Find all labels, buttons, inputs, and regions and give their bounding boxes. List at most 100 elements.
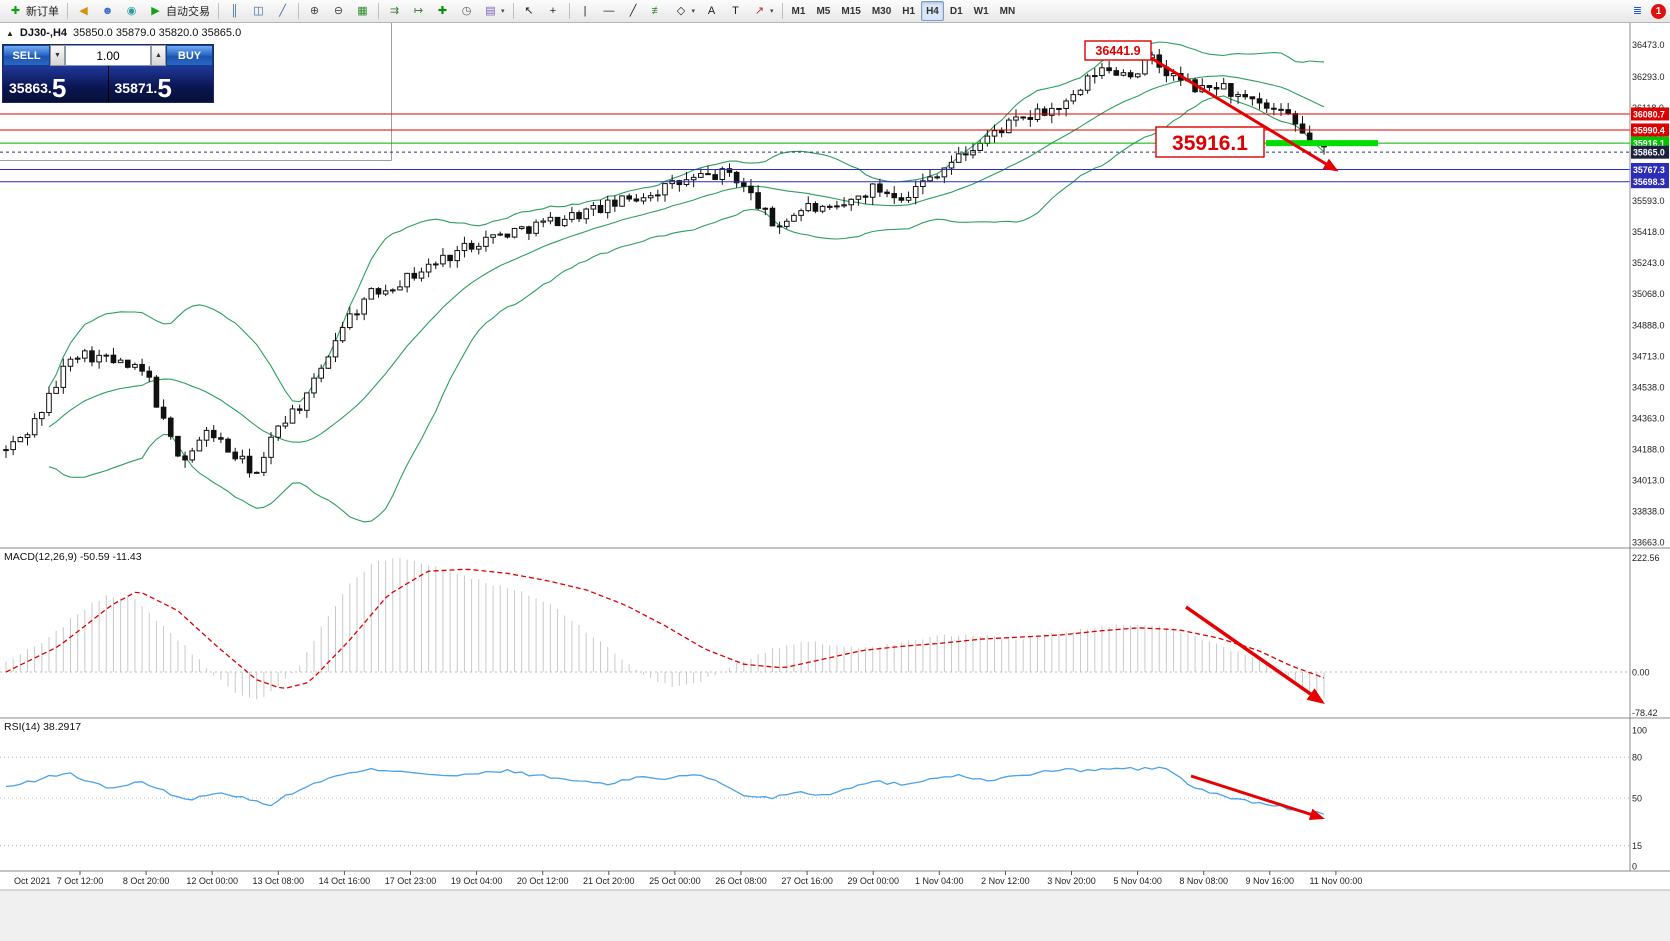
- periods-button[interactable]: ◷: [455, 1, 478, 21]
- trend-arrow-main[interactable]: [1150, 56, 1339, 172]
- svg-text:35767.3: 35767.3: [1633, 165, 1665, 175]
- timeframe-h1-button[interactable]: H1: [897, 1, 920, 21]
- svg-text:33838.0: 33838.0: [1632, 507, 1665, 517]
- price-callout-label[interactable]: 35916.1: [1155, 126, 1265, 158]
- svg-text:35865.0: 35865.0: [1633, 148, 1665, 158]
- svg-text:8 Nov 08:00: 8 Nov 08:00: [1179, 876, 1228, 886]
- help-button[interactable]: ≣: [1626, 1, 1649, 21]
- svg-text:25 Oct 00:00: 25 Oct 00:00: [649, 876, 701, 886]
- svg-text:35593.0: 35593.0: [1632, 196, 1665, 206]
- trend-arrow-rsi[interactable]: [1190, 774, 1325, 821]
- rectangle-object[interactable]: [0, 23, 392, 161]
- line-icon: ╱: [279, 4, 286, 17]
- svg-text:26 Oct 08:00: 26 Oct 08:00: [715, 876, 767, 886]
- timeframe-m30-button[interactable]: M30: [867, 1, 896, 21]
- timeframe-w1-button[interactable]: W1: [969, 1, 994, 21]
- timeframe-h4-button[interactable]: H4: [921, 1, 944, 21]
- sell-button[interactable]: SELL: [3, 45, 50, 66]
- indicators-button[interactable]: ✚: [431, 1, 454, 21]
- label-tool-button[interactable]: T: [724, 1, 747, 21]
- chart-background: [0, 22, 1670, 871]
- candle-mode-button[interactable]: ◫: [247, 1, 270, 21]
- cursor-tool-button[interactable]: ↖: [518, 1, 541, 21]
- svg-text:-78.42: -78.42: [1632, 708, 1658, 718]
- timeframe-m5-button[interactable]: M5: [811, 1, 835, 21]
- zoom-in-icon: ⊕: [309, 4, 320, 17]
- buy-price[interactable]: 35871. 5: [107, 66, 214, 103]
- toolbar-button-label: M30: [871, 5, 892, 17]
- svg-text:36441.9: 36441.9: [1095, 44, 1140, 58]
- bollinger-lower-band: [48, 95, 1325, 523]
- svg-text:29 Oct 00:00: 29 Oct 00:00: [847, 876, 899, 886]
- new-order-button[interactable]: ✚ 新订单: [4, 1, 63, 21]
- trend-arrow-macd[interactable]: [1184, 605, 1325, 705]
- chevron-down-icon: ▾: [501, 8, 505, 15]
- templates-button[interactable]: ▤ ▾: [479, 1, 509, 21]
- svg-text:80: 80: [1632, 753, 1642, 763]
- auto-scroll-button[interactable]: ⇉: [383, 1, 406, 21]
- chart-canvas[interactable]: MACD(12,26,9) -50.59 -11.43 RSI(14) 38.29…: [0, 22, 1670, 941]
- buy-button[interactable]: BUY: [166, 45, 213, 66]
- time-axis: Oct 2021 7 Oct 12:00 8 Oct 20:00 12 Oct 00:…: [14, 871, 1362, 886]
- zoom-out-button[interactable]: ⊖: [327, 1, 350, 21]
- autoscroll-icon: ⇉: [389, 4, 400, 17]
- toolbar-separator: [67, 3, 68, 19]
- svg-text:33663.0: 33663.0: [1632, 538, 1665, 548]
- text-tool-button[interactable]: A: [700, 1, 723, 21]
- fibo-icon: ≢: [651, 4, 663, 17]
- svg-text:35243.0: 35243.0: [1632, 258, 1665, 268]
- collapse-ohlc-icon[interactable]: ▲: [6, 28, 14, 38]
- shapes-tool-button[interactable]: ◇ ▾: [670, 1, 700, 21]
- timeframe-m15-button[interactable]: M15: [836, 1, 865, 21]
- volume-decrease-button[interactable]: ▼: [50, 45, 65, 66]
- fibonacci-tool-button[interactable]: ≢: [646, 1, 669, 21]
- new-order-icon: ✚: [10, 4, 21, 17]
- toolbar-button-label: MN: [999, 5, 1016, 17]
- toolbar-button-label: M1: [791, 5, 806, 17]
- bars-icon: ║: [230, 4, 239, 17]
- svg-text:35068.0: 35068.0: [1632, 289, 1665, 299]
- community-button[interactable]: ◉: [120, 1, 143, 21]
- trendline-tool-button[interactable]: ╱: [622, 1, 645, 21]
- bar-chart-mode-button[interactable]: ║: [223, 1, 246, 21]
- high-price-label[interactable]: 36441.9: [1084, 40, 1152, 61]
- svg-text:34013.0: 34013.0: [1632, 476, 1665, 486]
- svg-text:27 Oct 16:00: 27 Oct 16:00: [781, 876, 833, 886]
- buy-price-pip: 5: [157, 72, 172, 103]
- timeframe-m1-button[interactable]: M1: [787, 1, 811, 21]
- volume-input[interactable]: [65, 45, 151, 66]
- sell-price-pip: 5: [51, 72, 67, 103]
- svg-text:19 Oct 04:00: 19 Oct 04:00: [451, 876, 503, 886]
- toolbar-separator: [568, 3, 570, 19]
- crosshair-icon: +: [549, 4, 557, 17]
- text-icon: A: [707, 4, 716, 17]
- vline-icon: |: [583, 4, 587, 17]
- svg-text:35916.1: 35916.1: [1172, 132, 1248, 155]
- notification-badge[interactable]: 1: [1651, 3, 1666, 19]
- sell-price[interactable]: 35863. 5: [3, 66, 108, 102]
- profile-button[interactable]: ☻: [96, 1, 119, 21]
- volume-increase-button[interactable]: ▲: [151, 45, 166, 66]
- tile-windows-button[interactable]: ▦: [351, 1, 374, 21]
- price-tag-36080.7: 36080.7: [1631, 107, 1669, 121]
- vertical-line-tool-button[interactable]: |: [574, 1, 597, 21]
- line-chart-mode-button[interactable]: ╱: [271, 1, 294, 21]
- crosshair-tool-button[interactable]: +: [542, 1, 565, 21]
- auto-trading-button[interactable]: ▶ 自动交易: [144, 1, 214, 21]
- thick-green-segment[interactable]: [1266, 140, 1378, 147]
- chart-shift-button[interactable]: ↦: [407, 1, 430, 21]
- arrows-tool-icon: ↗: [754, 4, 765, 17]
- alerts-button[interactable]: ◀: [72, 1, 95, 21]
- zoom-in-button[interactable]: ⊕: [303, 1, 326, 21]
- svg-text:100: 100: [1632, 726, 1647, 736]
- toolbar-button-label: H1: [902, 5, 916, 17]
- svg-text:222.56: 222.56: [1632, 553, 1660, 563]
- toolbar-right-group: ≣ 1: [1626, 1, 1666, 21]
- one-click-trading-panel: SELL ▼ ▲ BUY 35863. 5 35871. 5: [2, 44, 214, 103]
- timeframe-mn-button[interactable]: MN: [995, 1, 1021, 21]
- buy-price-main: 35871.: [114, 80, 158, 96]
- timeframe-d1-button[interactable]: D1: [945, 1, 968, 21]
- horizontal-line-tool-button[interactable]: —: [598, 1, 621, 21]
- arrows-tool-button[interactable]: ↗ ▾: [748, 1, 778, 21]
- macd-label: MACD(12,26,9) -50.59 -11.43: [4, 551, 142, 563]
